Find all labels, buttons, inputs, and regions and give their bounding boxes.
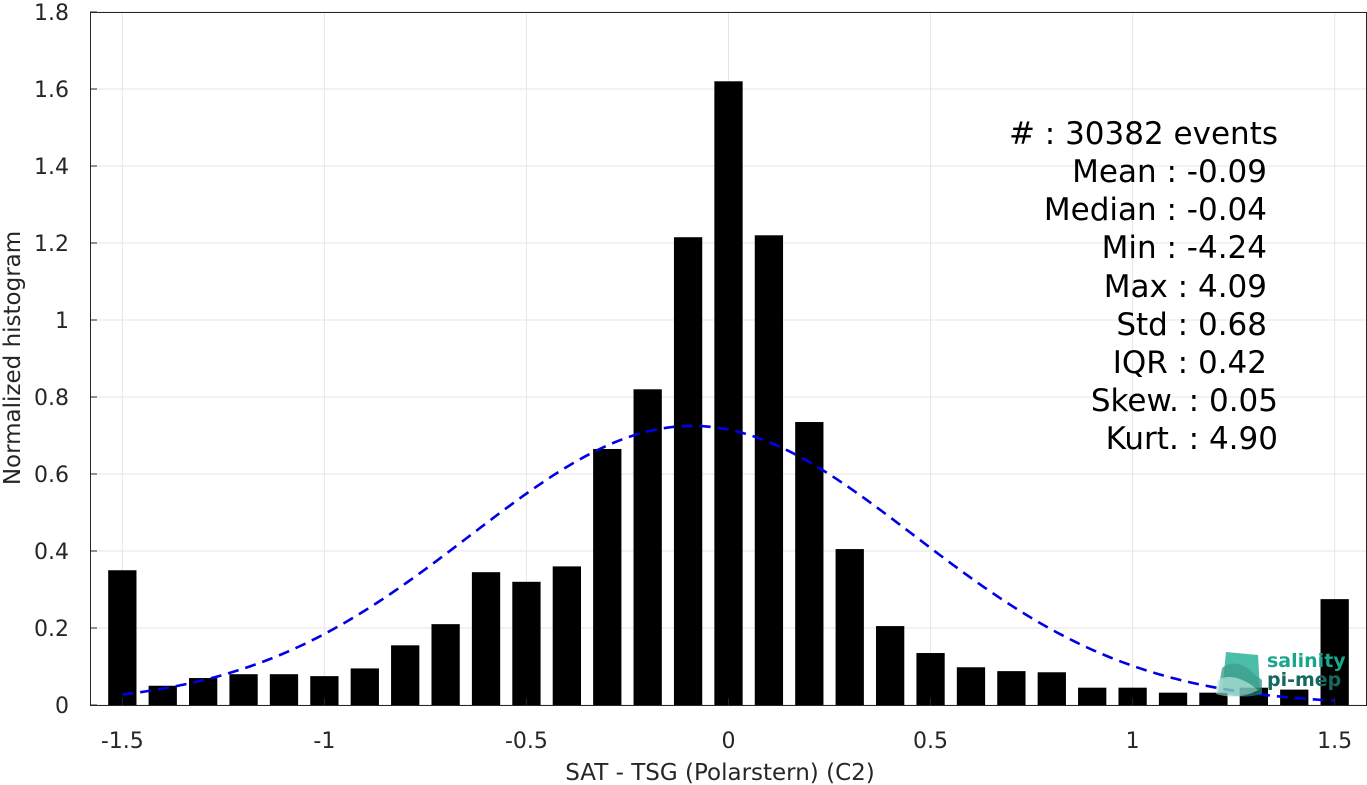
- stats-median: Median : -0.04: [1044, 192, 1267, 228]
- histogram-bar: [1320, 599, 1349, 705]
- histogram-bar: [916, 653, 945, 705]
- y-tick-label: 1.2: [34, 232, 69, 257]
- histogram-bar: [1078, 687, 1107, 705]
- stats-skew: Skew. : 0.05: [1091, 383, 1278, 419]
- y-tick-label: 0: [55, 694, 69, 719]
- x-tick-label: -1.5: [101, 729, 144, 754]
- histogram-bar: [835, 549, 864, 705]
- histogram-bar: [956, 667, 986, 705]
- histogram-bar: [997, 671, 1026, 705]
- histogram-bar: [1118, 687, 1147, 705]
- histogram-bar: [512, 581, 541, 705]
- x-tick-label: 0: [722, 729, 736, 754]
- histogram-bar: [673, 237, 703, 705]
- stats-max: Max : 4.09: [1104, 269, 1267, 305]
- histogram-bar: [754, 235, 784, 706]
- histogram-bar: [1037, 672, 1066, 705]
- histogram-bar: [431, 624, 460, 705]
- histogram-bar: [229, 674, 258, 705]
- y-tick-label: 1.4: [34, 155, 69, 180]
- histogram-bar: [108, 570, 137, 705]
- stats-iqr: IQR : 0.42: [1113, 345, 1267, 381]
- y-axis-ticks: 0 0.2 0.4 0.6 0.8 1 1.2 1.4 1.6 1.8: [34, 1, 97, 719]
- x-axis-label: SAT - TSG (Polarstern) (C2): [565, 760, 874, 785]
- y-tick-label: 1: [55, 309, 69, 334]
- histogram-bar: [714, 81, 743, 706]
- wave-icon: [1216, 652, 1262, 697]
- stats-mean: Mean : -0.09: [1072, 154, 1267, 190]
- y-tick-label: 1.6: [34, 78, 69, 103]
- y-tick-label: 0.2: [34, 617, 69, 642]
- x-axis-ticks: -1.5 -1 -0.5 0 0.5 1 1.5: [101, 698, 1352, 754]
- stats-kurt: Kurt. : 4.90: [1106, 421, 1278, 457]
- histogram-bar: [148, 685, 177, 705]
- histogram-bar: [1158, 692, 1188, 705]
- y-tick-label: 0.8: [34, 386, 69, 411]
- histogram-bars: [108, 81, 1349, 706]
- stats-std: Std : 0.68: [1116, 307, 1267, 343]
- stats-min: Min : -4.24: [1102, 230, 1267, 266]
- histogram-bar: [1280, 689, 1309, 705]
- stats-events: # : 30382 events: [1009, 116, 1278, 152]
- salinity-pimep-logo: salinity pi-mep: [1216, 650, 1346, 697]
- y-axis-label: Normalized histogram: [0, 231, 26, 485]
- histogram-bar: [1199, 692, 1228, 705]
- x-tick-label: 1: [1126, 729, 1140, 754]
- histogram-bar: [471, 572, 501, 705]
- histogram-bar: [593, 448, 622, 705]
- y-tick-label: 1.8: [34, 1, 69, 26]
- x-tick-label: -0.5: [505, 729, 548, 754]
- histogram-bar: [876, 626, 905, 705]
- histogram-bar: [350, 668, 379, 705]
- y-tick-label: 0.6: [34, 463, 69, 488]
- histogram-bar: [391, 645, 420, 705]
- histogram-bar: [633, 389, 662, 705]
- histogram-bar: [269, 674, 299, 705]
- statistics-box: # : 30382 events Mean : -0.09 Median : -…: [1009, 116, 1278, 457]
- logo-text-salinity: salinity: [1267, 650, 1346, 672]
- x-tick-label: 0.5: [913, 729, 948, 754]
- logo-text-pimep: pi-mep: [1267, 669, 1341, 691]
- x-tick-label: 1.5: [1317, 729, 1352, 754]
- histogram-bar: [795, 422, 824, 705]
- x-tick-label: -1: [313, 729, 335, 754]
- histogram-bar: [552, 566, 581, 705]
- y-tick-label: 0.4: [34, 540, 69, 565]
